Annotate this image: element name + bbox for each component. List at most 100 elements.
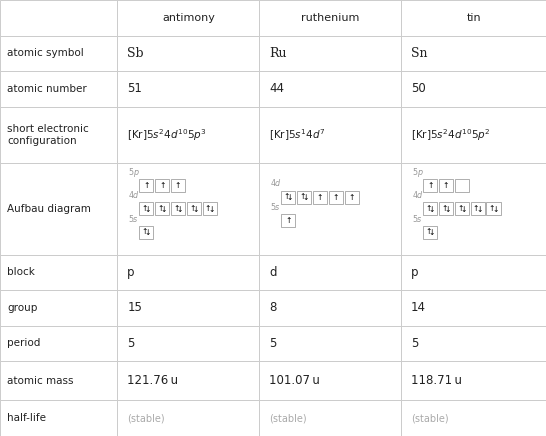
- Text: ↑: ↑: [141, 228, 148, 236]
- Bar: [0, 326, 117, 361]
- Bar: [486, 202, 501, 215]
- Text: ↑: ↑: [425, 228, 432, 236]
- Text: 5: 5: [412, 215, 417, 224]
- Text: 4: 4: [412, 191, 417, 200]
- Text: ↑: ↑: [443, 181, 449, 190]
- Text: d: d: [417, 191, 422, 200]
- Text: 50: 50: [411, 82, 426, 95]
- Bar: [281, 191, 295, 204]
- Bar: [259, 290, 401, 326]
- Bar: [117, 326, 259, 361]
- Bar: [297, 191, 311, 204]
- Text: group: group: [7, 303, 38, 313]
- Bar: [117, 255, 259, 290]
- Bar: [259, 361, 401, 400]
- Bar: [401, 36, 546, 71]
- Text: (stable): (stable): [411, 413, 449, 423]
- Bar: [439, 202, 453, 215]
- Bar: [401, 290, 546, 326]
- Text: 8: 8: [269, 301, 277, 314]
- Text: half-life: half-life: [7, 413, 46, 423]
- Text: 5: 5: [128, 215, 133, 224]
- Bar: [117, 400, 259, 436]
- Text: 5: 5: [128, 167, 133, 177]
- Text: ↑: ↑: [425, 204, 432, 213]
- Text: ↓: ↓: [145, 205, 151, 214]
- Bar: [0, 400, 117, 436]
- Text: s: s: [133, 215, 137, 224]
- Text: block: block: [7, 267, 35, 277]
- Bar: [401, 255, 546, 290]
- Text: [Kr]5$s^2$4$d^{10}$5$p^2$: [Kr]5$s^2$4$d^{10}$5$p^2$: [411, 127, 491, 143]
- Text: ↑: ↑: [285, 216, 292, 225]
- Bar: [117, 107, 259, 163]
- Bar: [0, 290, 117, 326]
- Bar: [401, 107, 546, 163]
- Text: 4: 4: [128, 191, 133, 200]
- Text: ↑: ↑: [333, 193, 339, 201]
- Bar: [401, 361, 546, 400]
- Text: ↑: ↑: [173, 204, 180, 213]
- Text: ↑: ↑: [489, 204, 495, 213]
- Bar: [345, 191, 359, 204]
- Text: ↓: ↓: [161, 205, 167, 214]
- Text: ↑: ↑: [457, 204, 464, 213]
- Text: 101.07 u: 101.07 u: [269, 375, 320, 387]
- Text: p: p: [133, 167, 138, 177]
- Text: ↑: ↑: [157, 204, 164, 213]
- Text: 121.76 u: 121.76 u: [127, 375, 179, 387]
- Text: p: p: [411, 266, 419, 279]
- Text: ↑: ↑: [175, 181, 181, 190]
- Text: 5: 5: [127, 337, 135, 350]
- Bar: [455, 179, 469, 192]
- Bar: [401, 71, 546, 107]
- Bar: [471, 202, 485, 215]
- Text: ruthenium: ruthenium: [301, 13, 359, 23]
- Text: p: p: [127, 266, 135, 279]
- Bar: [139, 226, 153, 239]
- Bar: [401, 400, 546, 436]
- Bar: [401, 0, 546, 36]
- Text: 5: 5: [269, 337, 277, 350]
- Text: d: d: [275, 179, 280, 188]
- Bar: [259, 326, 401, 361]
- Bar: [171, 202, 185, 215]
- Bar: [259, 163, 401, 255]
- Text: [Kr]5$s^1$4$d^7$: [Kr]5$s^1$4$d^7$: [269, 127, 326, 143]
- Text: period: period: [7, 338, 40, 348]
- Bar: [171, 179, 185, 192]
- Bar: [259, 255, 401, 290]
- Bar: [423, 202, 437, 215]
- Text: ↓: ↓: [287, 193, 293, 202]
- Text: 5: 5: [411, 337, 419, 350]
- Text: 14: 14: [411, 301, 426, 314]
- Text: ↓: ↓: [429, 228, 435, 237]
- Bar: [259, 107, 401, 163]
- Bar: [0, 36, 117, 71]
- Text: atomic mass: atomic mass: [7, 376, 74, 386]
- Bar: [0, 0, 117, 36]
- Text: Ru: Ru: [269, 47, 287, 60]
- Text: atomic symbol: atomic symbol: [7, 48, 84, 58]
- Text: s: s: [417, 215, 421, 224]
- Text: (stable): (stable): [269, 413, 307, 423]
- Bar: [0, 107, 117, 163]
- Text: antimony: antimony: [162, 13, 215, 23]
- Text: 5: 5: [412, 167, 417, 177]
- Text: p: p: [417, 167, 422, 177]
- Text: ↑: ↑: [143, 181, 150, 190]
- Bar: [0, 361, 117, 400]
- Bar: [259, 36, 401, 71]
- Text: d: d: [133, 191, 138, 200]
- Bar: [117, 361, 259, 400]
- Text: ↓: ↓: [460, 205, 467, 214]
- Bar: [259, 0, 401, 36]
- Text: ↓: ↓: [192, 205, 199, 214]
- Bar: [187, 202, 201, 215]
- Bar: [259, 400, 401, 436]
- Bar: [117, 36, 259, 71]
- Bar: [139, 179, 153, 192]
- Text: d: d: [269, 266, 277, 279]
- Text: ↓: ↓: [444, 205, 451, 214]
- Text: 118.71 u: 118.71 u: [411, 375, 462, 387]
